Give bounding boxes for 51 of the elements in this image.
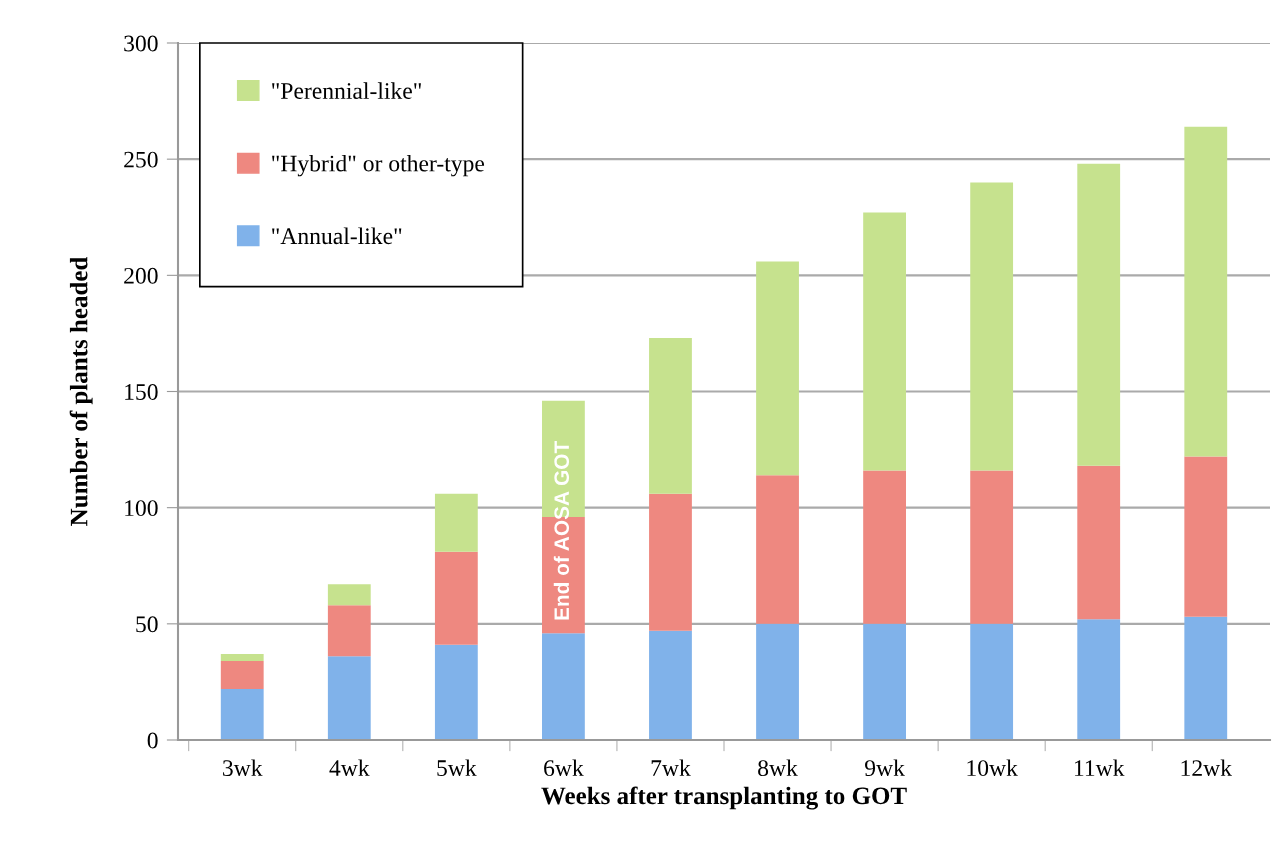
legend-label: "Hybrid" or other-type — [272, 154, 485, 177]
bar — [756, 475, 799, 624]
y-tick-label: 300 — [124, 35, 158, 52]
bar — [649, 493, 692, 631]
bar — [327, 584, 371, 606]
bar — [1184, 616, 1228, 740]
y-tick-label: 200 — [124, 267, 158, 284]
bar — [970, 623, 1014, 740]
bar — [220, 688, 264, 740]
bar — [1184, 126, 1228, 457]
bar — [434, 551, 478, 645]
bar — [1077, 163, 1121, 466]
bar — [1077, 619, 1121, 740]
y-tick-label: 50 — [136, 616, 158, 633]
x-tick-label: 4wk — [329, 759, 370, 777]
bar — [542, 633, 585, 740]
bar — [434, 493, 478, 552]
x-tick-label: 12wk — [1181, 759, 1232, 777]
bar — [756, 623, 799, 740]
y-tick-label: 150 — [125, 383, 158, 400]
bar — [220, 654, 264, 662]
bar — [434, 644, 478, 740]
y-tick-label: 0 — [147, 732, 158, 749]
y-tick-label: 250 — [124, 151, 158, 168]
x-tick-label: 11wk — [1074, 759, 1125, 777]
annotation: End of AOSA GOT — [553, 441, 570, 620]
x-tick-label: 6wk — [544, 759, 584, 777]
bar — [863, 212, 906, 471]
bar — [756, 261, 799, 476]
bar — [863, 623, 906, 740]
x-tick-label: 8wk — [758, 759, 798, 777]
bar — [1077, 465, 1121, 620]
x-tick-label: 10wk — [967, 759, 1018, 777]
x-tick-label: 9wk — [865, 759, 905, 777]
x-tick-label: 5wk — [437, 759, 477, 777]
x-tick-label: 3wk — [223, 759, 263, 777]
legend-label: "Perennial-like" — [272, 82, 421, 99]
bar — [970, 470, 1014, 624]
bar — [1184, 456, 1228, 617]
x-tick-label: 7wk — [651, 759, 691, 777]
legend-label: "Annual-like" — [272, 227, 402, 245]
x-axis-title: Weeks after transplanting to GOT — [541, 786, 907, 810]
y-axis-title: Number of plants headed — [69, 256, 93, 526]
bar — [327, 656, 371, 740]
y-tick-label: 100 — [125, 500, 158, 517]
bar — [649, 630, 692, 740]
bar — [863, 470, 906, 624]
bar — [649, 338, 692, 494]
bar — [220, 661, 264, 689]
bar — [970, 182, 1014, 471]
bar — [327, 605, 371, 657]
